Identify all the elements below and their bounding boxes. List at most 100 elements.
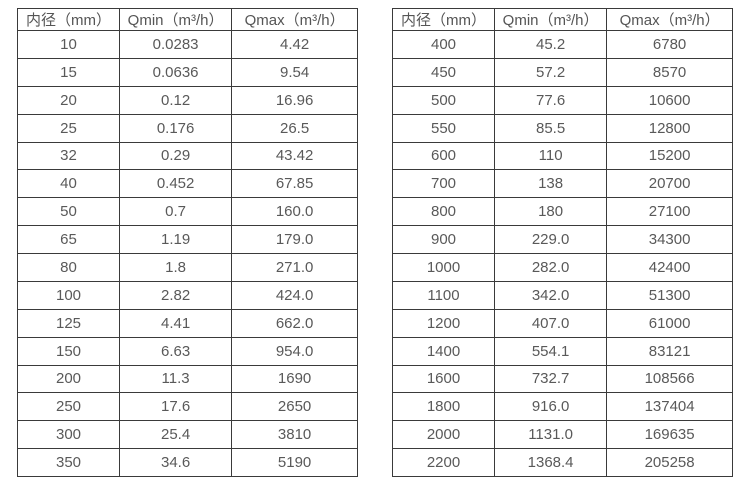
table-cell: 34.6 [118,448,233,477]
table-cell: 800 [392,197,495,227]
table-row: 2200 1368.4 205258 [392,448,733,477]
table-cell: 100 [17,280,120,310]
table-cell: 10600 [606,85,733,115]
table-cell: 45.2 [493,30,608,59]
flow-rate-table-large-diameters: 内径（mm） Qmin（m³/h） Qmax（m³/h） 400 45.2 6780… [392,8,733,477]
table-cell: 180 [493,197,608,227]
col-header-diameter: 内径（mm） [392,8,495,31]
table-cell: 300 [17,420,120,450]
table-cell: 25.4 [118,420,233,450]
table-row: 250 17.6 2650 [17,392,358,422]
table-cell: 15200 [606,141,733,171]
table-cell: 0.12 [118,85,233,115]
table-cell: 6780 [606,30,733,59]
table-cell: 732.7 [493,364,608,394]
table-cell: 1400 [392,336,495,366]
table-row: 15 0.0636 9.54 [17,57,358,87]
table-cell: 400 [392,30,495,59]
table-cell: 1800 [392,392,495,422]
table-row: 700 138 20700 [392,169,733,199]
table-cell: 150 [17,336,120,366]
col-header-qmax: Qmax（m³/h） [606,8,733,31]
table-cell: 1000 [392,253,495,282]
table-cell: 40 [17,169,120,199]
table-cell: 80 [17,253,120,282]
table-cell: 1600 [392,364,495,394]
table-cell: 32 [17,141,120,171]
table-cell: 9.54 [231,57,358,87]
table-row: 20 0.12 16.96 [17,85,358,115]
table-cell: 25 [17,113,120,143]
table-cell: 282.0 [493,253,608,282]
table-cell: 916.0 [493,392,608,422]
table-cell: 8570 [606,57,733,87]
table-row: 300 25.4 3810 [17,420,358,450]
table-row: 1800 916.0 137404 [392,392,733,422]
table-cell: 51300 [606,280,733,310]
table-row: 400 45.2 6780 [392,30,733,59]
table-cell: 4.42 [231,30,358,59]
table-cell: 229.0 [493,225,608,254]
table-cell: 43.42 [231,141,358,171]
table-cell: 1.19 [118,225,233,254]
flow-rate-table-small-diameters: 内径（mm） Qmin（m³/h） Qmax（m³/h） 10 0.0283 4.4… [17,8,358,477]
table-row: 125 4.41 662.0 [17,308,358,338]
table-cell: 0.452 [118,169,233,199]
table-cell: 108566 [606,364,733,394]
table-row: 10 0.0283 4.42 [17,30,358,59]
table-row: 800 180 27100 [392,197,733,227]
table-cell: 0.176 [118,113,233,143]
col-header-qmin: Qmin（m³/h） [493,8,608,31]
table-row: 1200 407.0 61000 [392,308,733,338]
table-row: 150 6.63 954.0 [17,336,358,366]
table-cell: 954.0 [231,336,358,366]
table-cell: 125 [17,308,120,338]
table-cell: 424.0 [231,280,358,310]
table-cell: 4.41 [118,308,233,338]
table-cell: 2200 [392,448,495,477]
table-cell: 83121 [606,336,733,366]
table-row: 65 1.19 179.0 [17,225,358,254]
table-cell: 20700 [606,169,733,199]
table-cell: 350 [17,448,120,477]
table-cell: 34300 [606,225,733,254]
table-cell: 42400 [606,253,733,282]
table-cell: 10 [17,30,120,59]
table-cell: 554.1 [493,336,608,366]
table-cell: 1200 [392,308,495,338]
table-cell: 2.82 [118,280,233,310]
table-row: 200 11.3 1690 [17,364,358,394]
col-header-diameter: 内径（mm） [17,8,120,31]
table-cell: 27100 [606,197,733,227]
table-cell: 550 [392,113,495,143]
table-cell: 662.0 [231,308,358,338]
table-row: 500 77.6 10600 [392,85,733,115]
table-cell: 169635 [606,420,733,450]
table-cell: 137404 [606,392,733,422]
table-row: 25 0.176 26.5 [17,113,358,143]
table-row: 1000 282.0 42400 [392,253,733,282]
table-row: 450 57.2 8570 [392,57,733,87]
table-cell: 67.85 [231,169,358,199]
table-cell: 0.29 [118,141,233,171]
table-cell: 77.6 [493,85,608,115]
table-cell: 65 [17,225,120,254]
header-row: 内径（mm） Qmin（m³/h） Qmax（m³/h） [17,8,358,31]
table-row: 350 34.6 5190 [17,448,358,477]
table-cell: 61000 [606,308,733,338]
table-cell: 2000 [392,420,495,450]
table-row: 40 0.452 67.85 [17,169,358,199]
col-header-qmax: Qmax（m³/h） [231,8,358,31]
table-cell: 500 [392,85,495,115]
table-row: 32 0.29 43.42 [17,141,358,171]
table-cell: 110 [493,141,608,171]
table-row: 1600 732.7 108566 [392,364,733,394]
table-cell: 16.96 [231,85,358,115]
table-row: 50 0.7 160.0 [17,197,358,227]
table-cell: 250 [17,392,120,422]
table-cell: 11.3 [118,364,233,394]
table-cell: 15 [17,57,120,87]
table-row: 1100 342.0 51300 [392,280,733,310]
table-cell: 1100 [392,280,495,310]
